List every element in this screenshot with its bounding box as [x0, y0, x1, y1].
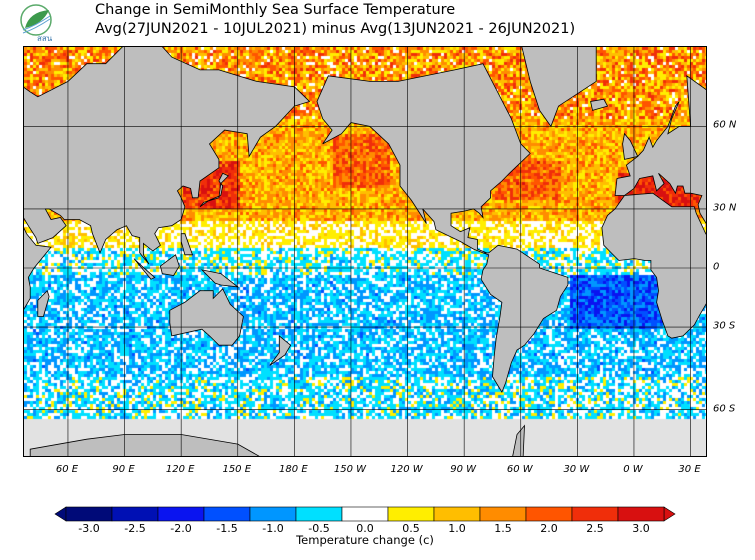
land-south-america [480, 244, 569, 393]
land-madagascar [37, 289, 50, 317]
legend-swatch [65, 506, 113, 522]
legend-label: -0.5 [308, 522, 330, 535]
legend-label: 2.5 [586, 522, 604, 535]
legend-swatch [387, 506, 435, 522]
land-layer [24, 47, 706, 456]
longitude-label: 120 E [165, 464, 195, 475]
land-borneo [159, 254, 180, 276]
legend-swatch [111, 506, 159, 522]
latitude-label: 30 S [713, 320, 736, 332]
legend-swatch [341, 506, 389, 522]
chart-subtitle: Avg(27JUN2021 - 10JUL2021) minus Avg(13J… [95, 21, 576, 37]
svg-text:สสน: สสน [37, 34, 53, 42]
land-eurasia [24, 47, 295, 265]
longitude-label: 90 W [450, 464, 477, 475]
legend-swatch [157, 506, 205, 522]
chart-title: Change in SemiMonthly Sea Surface Temper… [95, 2, 456, 18]
legend-label: 1.5 [494, 522, 512, 535]
longitude-label: 60 W [506, 464, 533, 475]
land-eurasia [614, 74, 706, 224]
legend-label: 0.0 [356, 522, 374, 535]
legend-swatch [295, 506, 343, 522]
longitude-label: 150 E [222, 464, 252, 475]
land-sumatra [133, 258, 156, 280]
legend-label: -1.0 [262, 522, 284, 535]
longitude-label: 30 E [678, 464, 701, 475]
legend-label: -2.5 [124, 522, 146, 535]
land-new-zealand [269, 335, 292, 366]
legend-label: 3.0 [632, 522, 650, 535]
land-antarctica [512, 424, 525, 456]
legend-title: Temperature change (c) [296, 533, 434, 547]
legend-label: 2.0 [540, 522, 558, 535]
land-north-america [316, 63, 531, 254]
longitude-label: 120 W [390, 464, 423, 475]
land-antarctica [29, 434, 260, 456]
legend-high-arrow [663, 506, 676, 522]
land-greenland [521, 47, 597, 128]
legend-swatch [571, 506, 619, 522]
legend-swatch [203, 506, 251, 522]
latitude-label: 0 [713, 261, 720, 273]
latitude-label: 60 N [713, 119, 737, 131]
longitude-label: 180 E [279, 464, 308, 475]
legend-swatch [617, 506, 665, 522]
legend-label: 0.5 [402, 522, 420, 535]
land-australia [169, 288, 244, 346]
latitude-label: 30 N [713, 202, 737, 214]
longitude-label: 60 E [55, 464, 79, 475]
latitude-label: 60 S [713, 403, 736, 415]
legend-swatch [525, 506, 573, 522]
land-chukotka [293, 85, 311, 107]
legend-swatch [433, 506, 481, 522]
land-philippines [180, 233, 194, 256]
longitude-label: 90 E [112, 464, 135, 475]
legend-label: 1.0 [448, 522, 466, 535]
longitude-label: 150 W [333, 464, 367, 475]
land-africa [24, 227, 52, 310]
legend-swatch [249, 506, 297, 522]
legend-low-arrow [54, 506, 67, 522]
land-new-guinea [200, 269, 240, 288]
land-iceland [590, 98, 609, 111]
legend-label: -1.5 [216, 522, 238, 535]
land-africa [601, 192, 706, 339]
longitude-label: 0 W [623, 464, 643, 475]
legend-swatch [479, 506, 527, 522]
legend-label: -3.0 [78, 522, 100, 535]
land-japan [199, 172, 229, 208]
legend-label: -2.0 [170, 522, 192, 535]
longitude-label: 30 W [563, 464, 590, 475]
logo: สสน [20, 4, 53, 42]
land-britain [622, 132, 639, 160]
sst-change-map [23, 46, 707, 457]
